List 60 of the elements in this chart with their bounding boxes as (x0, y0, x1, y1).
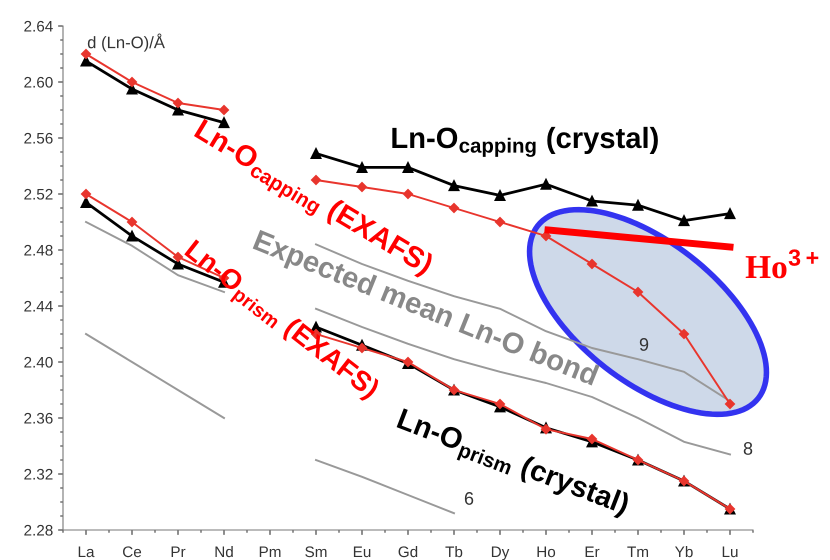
annotation: Ln-O$_{capping}$ (crystal) (392, 126, 658, 157)
point (126, 216, 138, 228)
y-tick-label: 2.40 (24, 356, 53, 368)
x-tick-label: Er (586, 546, 600, 558)
point (448, 180, 460, 192)
x-tick-label: Nd (215, 546, 233, 558)
y-tick-label: 2.44 (24, 300, 53, 312)
point (494, 398, 506, 410)
y-axis-title: d (Ln-O)/Å (88, 34, 165, 52)
point (586, 258, 598, 270)
x-tick-label: La (78, 546, 94, 558)
x-tick-label: Sm (305, 546, 326, 558)
point (494, 190, 506, 201)
point (494, 216, 506, 228)
point (724, 398, 736, 410)
x-tick-label: Gd (398, 546, 418, 558)
x-tick-label: Lu (722, 546, 738, 558)
y-tick-label: 2.64 (24, 20, 53, 32)
point (540, 178, 552, 190)
point (172, 98, 184, 108)
point (80, 196, 92, 208)
point (80, 188, 92, 200)
x-tick-label: Tb (445, 546, 462, 558)
y-tick-label: 2.52 (24, 188, 53, 200)
point (218, 104, 230, 116)
point (632, 200, 644, 211)
point (402, 188, 414, 200)
x-tick-label: Ce (123, 546, 142, 558)
point (126, 230, 138, 242)
point (678, 328, 690, 340)
annotation: Ho$^{3+}$ (746, 249, 818, 278)
point (310, 148, 322, 159)
point (586, 434, 598, 444)
point (678, 215, 690, 226)
point (448, 202, 460, 214)
y-tick-label: 2.60 (24, 76, 53, 88)
point (356, 162, 368, 173)
annotation: 9 (640, 338, 648, 351)
point (126, 76, 138, 88)
x-tick-label: Tm (627, 546, 648, 558)
point (356, 182, 368, 192)
y-tick-label: 2.56 (24, 132, 53, 144)
y-tick-label: 2.28 (24, 524, 53, 536)
x-tick-label: Dy (492, 546, 510, 560)
x-tick-label: Yb (674, 546, 693, 558)
point (724, 208, 736, 220)
point (172, 252, 184, 262)
annotation: 8 (744, 442, 752, 455)
point (402, 162, 414, 173)
y-tick-label: 2.32 (24, 468, 53, 480)
x-tick-label: Ho (537, 546, 556, 558)
point (586, 195, 598, 207)
annotation: 6 (464, 492, 474, 505)
x-tick-label: Pr (172, 546, 186, 558)
y-tick-label: 2.48 (24, 244, 53, 256)
point (80, 48, 92, 60)
x-tick-label: Pm (260, 546, 280, 558)
x-tick-label: Eu (354, 546, 370, 558)
y-tick-label: 2.36 (24, 412, 53, 424)
point (632, 286, 644, 298)
